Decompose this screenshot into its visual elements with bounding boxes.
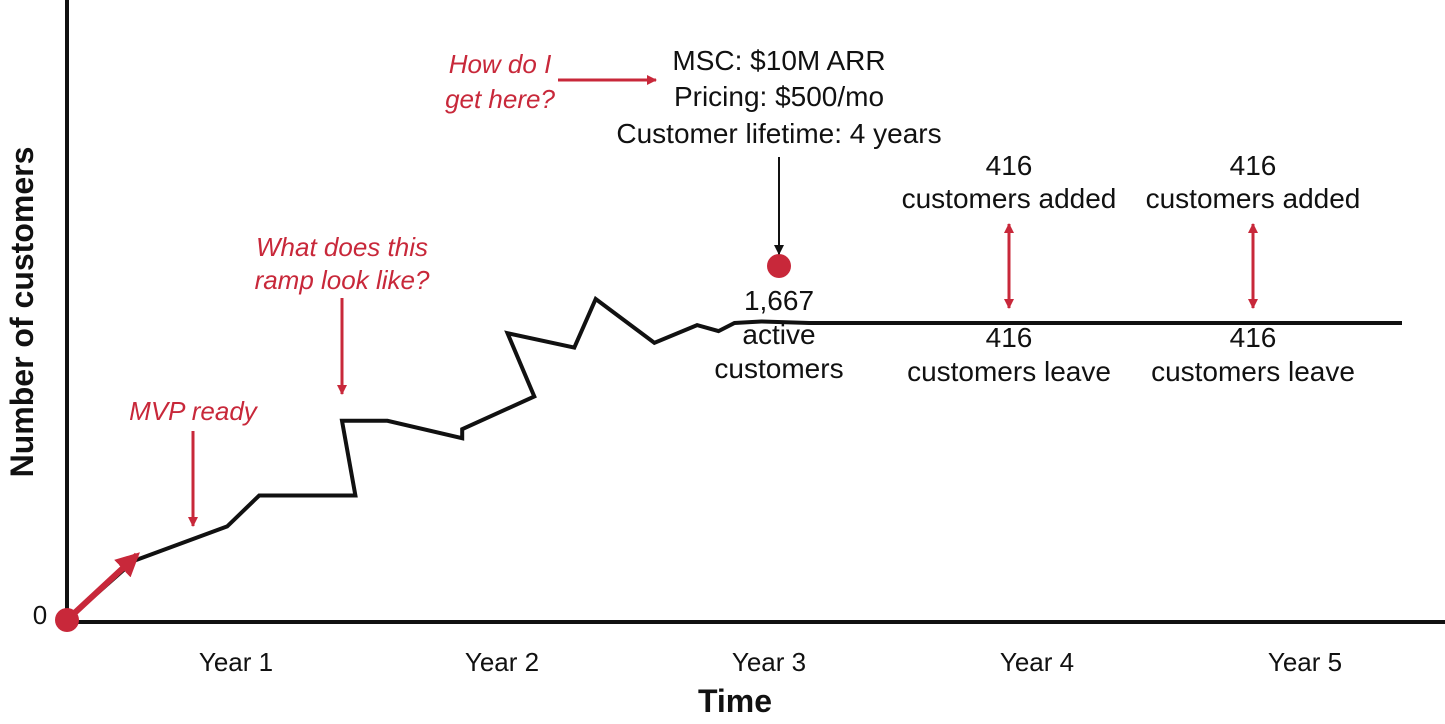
- ramp-question-line1: What does this: [256, 232, 428, 262]
- how-question-line1: How do I: [449, 49, 552, 79]
- year4-added-number: 416: [986, 150, 1033, 181]
- pricing-label: Pricing: $500/mo: [674, 81, 884, 112]
- year4-leave-text: customers leave: [907, 356, 1111, 387]
- x-axis-title: Time: [698, 683, 772, 719]
- year4-leave-number: 416: [986, 322, 1033, 353]
- year5-leave-text: customers leave: [1151, 356, 1355, 387]
- active-customers-line2: customers: [714, 353, 843, 384]
- x-tick-label-year2: Year 2: [465, 647, 539, 677]
- y-tick-label-0: 0: [33, 600, 47, 630]
- x-tick-label-year3: Year 3: [732, 647, 806, 677]
- mvp-ready-label: MVP ready: [129, 396, 259, 426]
- customers-series-line: [65, 295, 1402, 622]
- x-tick-label-year4: Year 4: [1000, 647, 1074, 677]
- year5-added-number: 416: [1230, 150, 1277, 181]
- origin-point: [55, 608, 79, 632]
- year5-added-text: customers added: [1146, 183, 1361, 214]
- year4-added-text: customers added: [902, 183, 1117, 214]
- msc-label: MSC: $10M ARR: [672, 45, 885, 76]
- x-tick-label-year5: Year 5: [1268, 647, 1342, 677]
- year5-leave-number: 416: [1230, 322, 1277, 353]
- ramp-question-line2: ramp look like?: [255, 265, 430, 295]
- y-axis-title: Number of customers: [4, 147, 40, 478]
- lifetime-label: Customer lifetime: 4 years: [616, 118, 941, 149]
- x-tick-label-year1: Year 1: [199, 647, 273, 677]
- how-question-line2: get here?: [445, 84, 555, 114]
- year3-target-point: [767, 254, 791, 278]
- active-customers-line1: active: [742, 319, 815, 350]
- active-customers-number: 1,667: [744, 285, 814, 316]
- start-growth-arrow: [64, 552, 140, 623]
